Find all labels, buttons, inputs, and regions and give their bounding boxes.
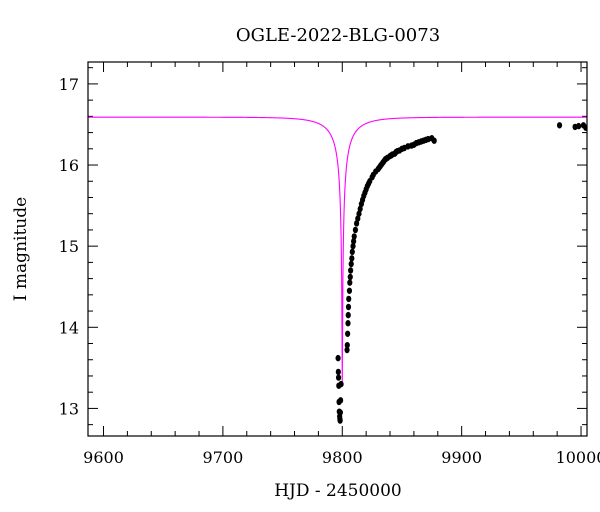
data-point xyxy=(346,295,352,303)
data-point xyxy=(354,220,360,227)
data-point xyxy=(351,238,357,245)
data-point xyxy=(338,397,344,404)
y-tick-label: 15 xyxy=(59,237,79,256)
y-axis-label: I magnitude xyxy=(11,197,31,301)
axis-ticks xyxy=(88,62,587,436)
data-point xyxy=(431,137,437,144)
data-point xyxy=(576,122,582,130)
y-tick-label: 17 xyxy=(59,75,79,94)
data-point xyxy=(350,242,356,250)
model-curve xyxy=(88,116,587,385)
plot-frame xyxy=(87,61,588,437)
data-points-layer xyxy=(335,122,587,424)
model-curve-layer xyxy=(88,116,587,385)
data-point xyxy=(583,124,587,131)
data-point xyxy=(335,354,341,362)
data-point xyxy=(349,248,355,256)
x-axis-label: HJD - 2450000 xyxy=(274,481,402,501)
x-tick-label: 10000 xyxy=(556,448,600,467)
data-point xyxy=(351,233,357,240)
data-point xyxy=(347,273,353,281)
x-tick-label: 9900 xyxy=(441,448,482,467)
data-point xyxy=(348,267,354,274)
data-point xyxy=(348,260,354,268)
data-point xyxy=(345,330,351,337)
chart-title: OGLE-2022-BLG-0073 xyxy=(236,25,440,46)
y-tick-label: 14 xyxy=(59,318,79,337)
data-point xyxy=(337,409,343,416)
data-point xyxy=(349,255,355,262)
data-point xyxy=(337,417,343,424)
data-point xyxy=(345,311,351,319)
x-tick-label: 9800 xyxy=(322,448,363,467)
data-point xyxy=(335,368,341,376)
x-tick-label: 9700 xyxy=(203,448,244,467)
data-point xyxy=(356,210,362,217)
data-point xyxy=(345,320,351,327)
data-point xyxy=(335,374,342,381)
data-point xyxy=(355,215,361,222)
y-tick-label: 16 xyxy=(59,156,79,175)
data-point xyxy=(556,122,563,129)
data-point xyxy=(338,380,344,388)
x-tick-label: 9600 xyxy=(83,448,124,467)
data-point xyxy=(346,287,353,294)
data-point xyxy=(345,303,352,311)
data-point xyxy=(352,226,359,234)
data-point xyxy=(344,341,350,349)
y-tick-label: 13 xyxy=(59,399,79,418)
data-point xyxy=(357,205,363,213)
axis-tick-labels: 9600 9700 9800 9900 10000 13 14 15 16 17 xyxy=(59,75,600,467)
data-point xyxy=(344,346,350,354)
data-point xyxy=(347,279,353,286)
